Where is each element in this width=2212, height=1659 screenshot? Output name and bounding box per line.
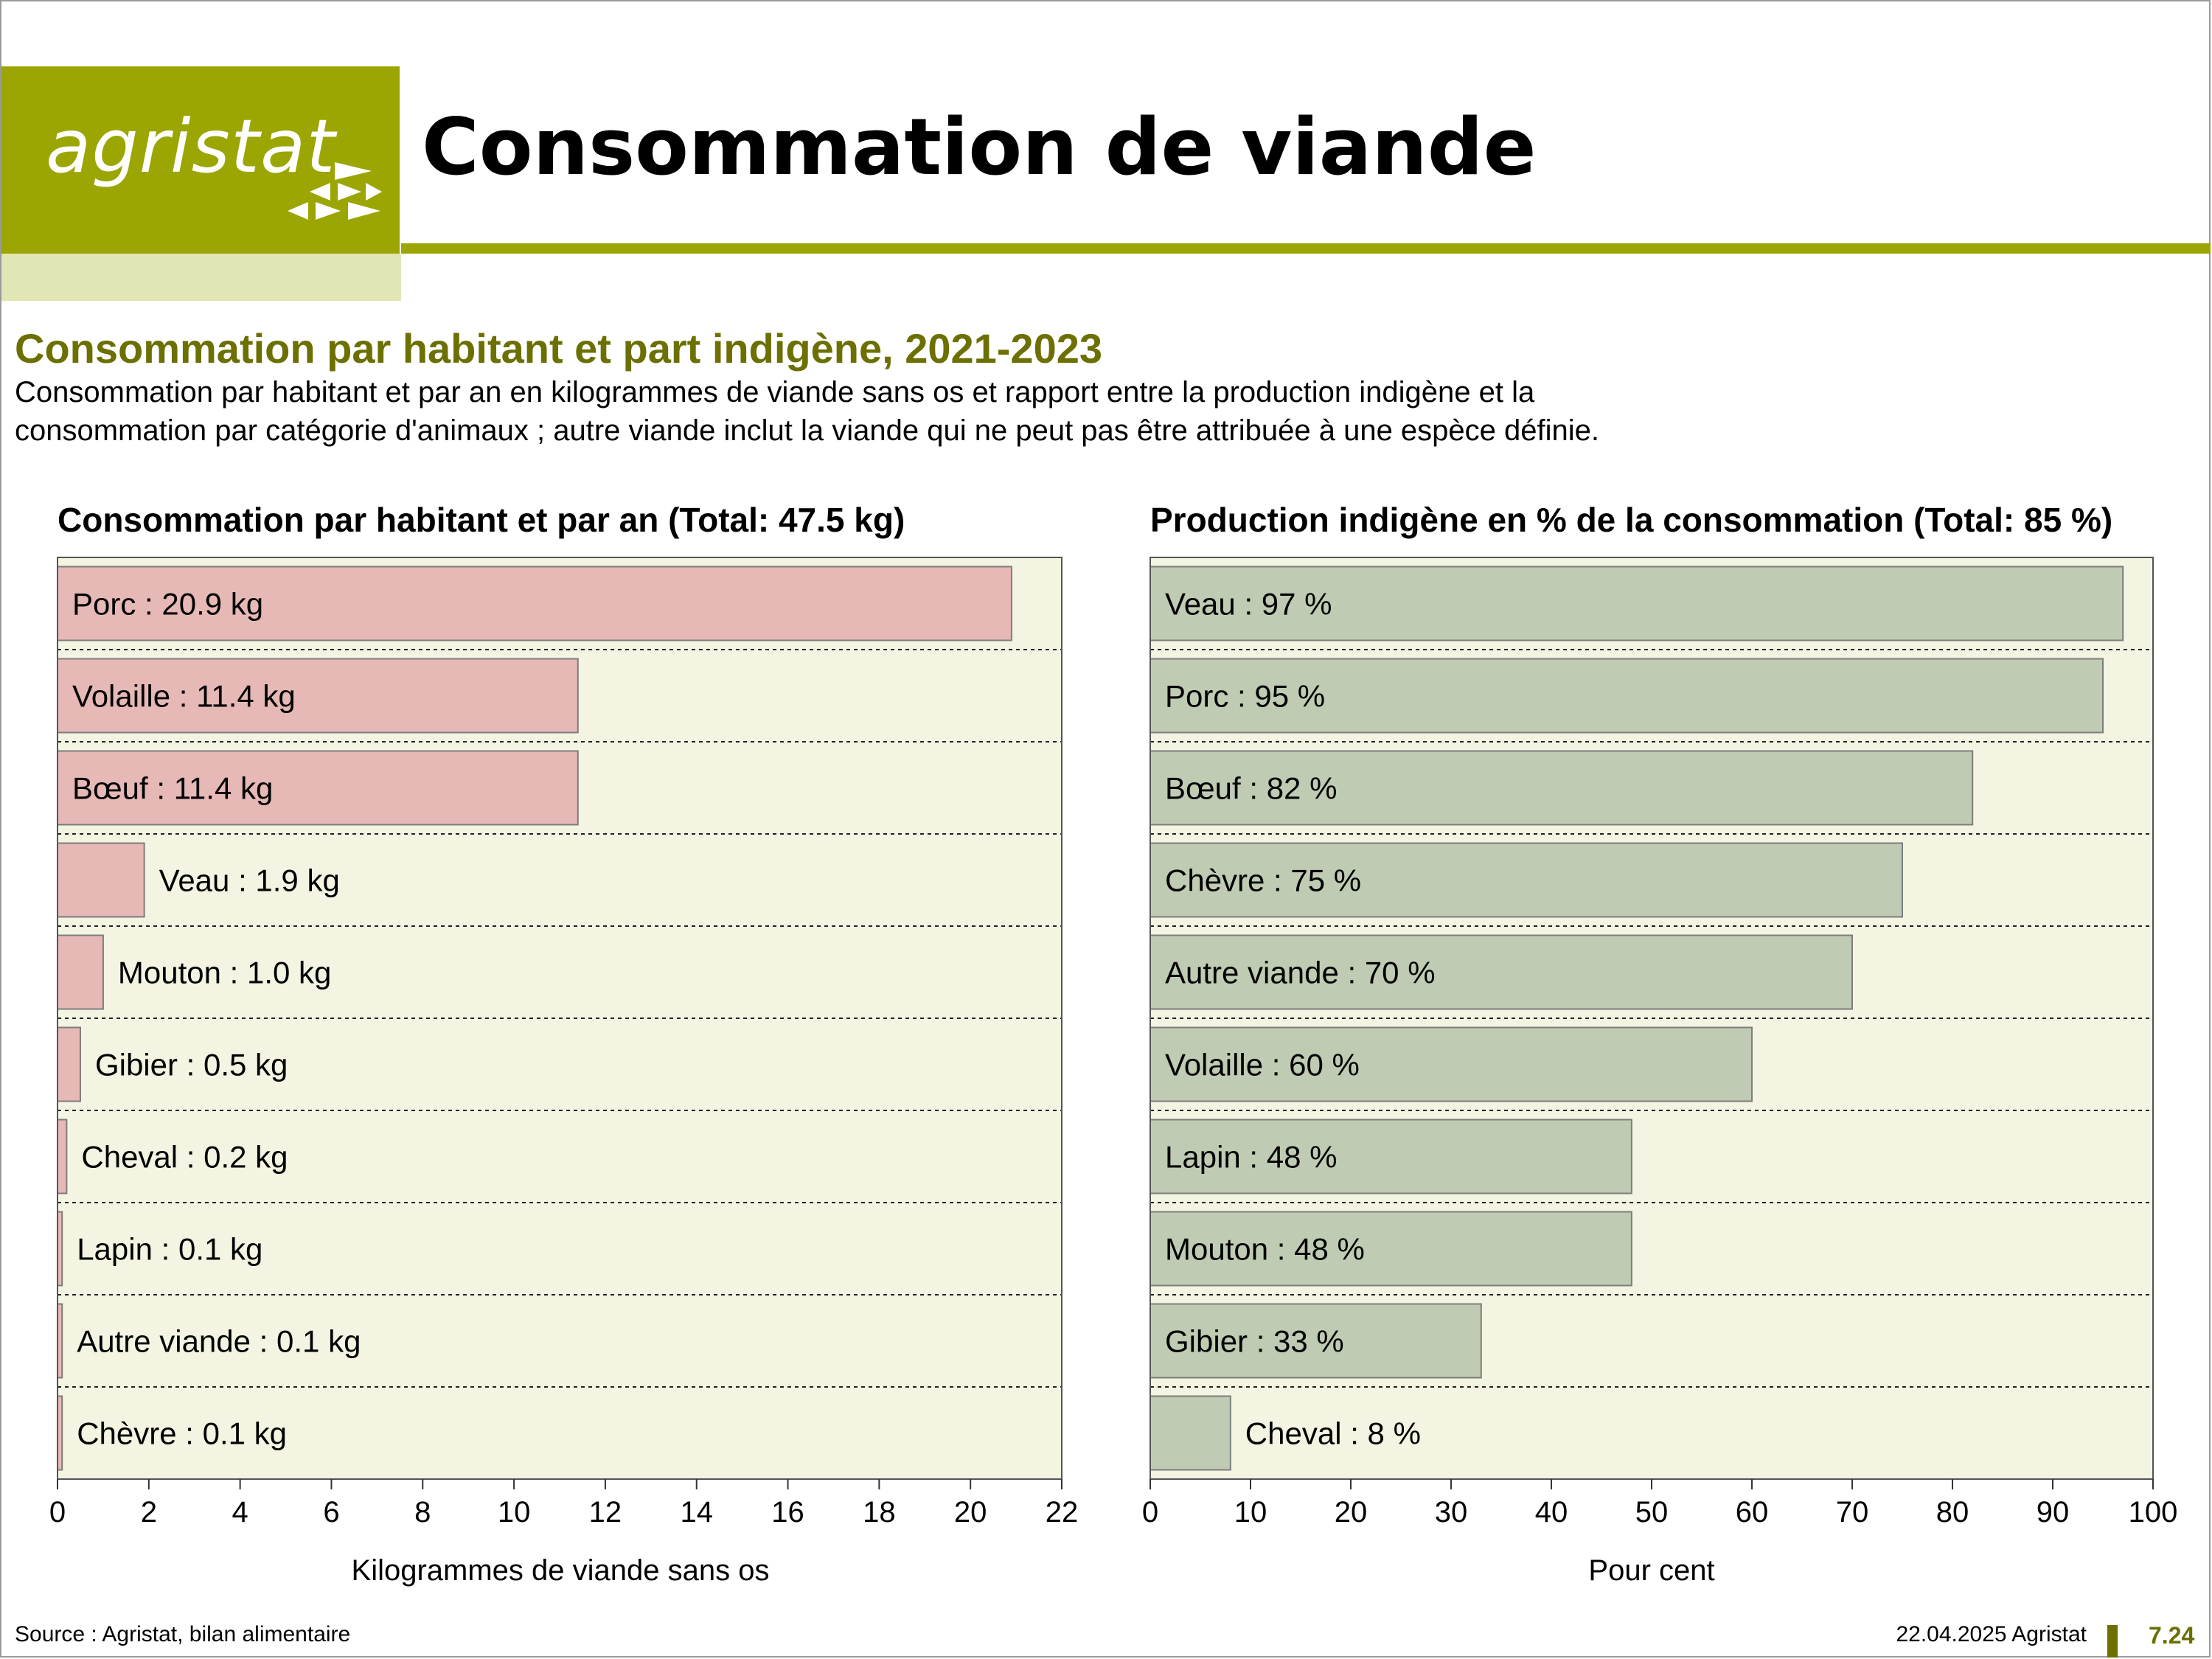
left-chart-bar-label-3: Bœuf : 11.4 kg: [72, 771, 273, 806]
right-chart-bar-label-6: Volaille : 60 %: [1165, 1048, 1360, 1082]
left-chart-tick-label: 18: [863, 1496, 896, 1528]
left-chart-bar-label-5: Mouton : 1.0 kg: [118, 956, 332, 990]
left-chart-tick-label: 4: [232, 1496, 248, 1528]
left-chart-tick-label: 12: [589, 1496, 622, 1528]
left-chart-bar-2: [57, 658, 579, 734]
right-chart-title: Production indigène en % de la consommat…: [1150, 501, 2113, 539]
left-chart-bar-label-10: Chèvre : 0.1 kg: [77, 1416, 287, 1451]
right-chart-bar-label-3: Bœuf : 82 %: [1165, 771, 1337, 806]
left-chart-tick-label: 20: [954, 1496, 987, 1528]
left-chart-bar-label-9: Autre viande : 0.1 kg: [77, 1324, 361, 1359]
right-chart-tick-label: 10: [1234, 1496, 1267, 1528]
footer-page-number: 7.24: [2149, 1622, 2195, 1649]
page-title: Consommation de viande: [422, 102, 1537, 192]
logo-block: [1, 66, 400, 254]
left-chart-bar-4: [57, 842, 145, 918]
left-chart: Porc : 20.9 kg Volaille : 11.4 kg Bœuf : 1…: [49, 557, 1079, 1528]
logo-mark-icon: [288, 162, 382, 220]
right-chart-tick-label: 70: [1836, 1496, 1869, 1528]
footer-source: Source : Agristat, bilan alimentaire: [15, 1622, 351, 1646]
left-chart-plot-border: [57, 557, 1062, 1480]
left-chart-bar-label-7: Cheval : 0.2 kg: [81, 1140, 288, 1175]
left-chart-tick-label: 0: [49, 1496, 66, 1528]
left-chart-title: Consommation par habitant et par an (Tot…: [58, 501, 905, 539]
right-chart-bar-8: [1150, 1211, 1632, 1287]
left-chart-bar-6: [57, 1026, 81, 1102]
right-chart-bar-label-10: Cheval : 8 %: [1245, 1416, 1421, 1451]
right-chart-bar-label-7: Lapin : 48 %: [1165, 1140, 1338, 1175]
right-chart-bar-label-1: Veau : 97 %: [1165, 587, 1332, 622]
right-chart-tick-label: 90: [2037, 1496, 2070, 1528]
left-chart-bar-label-1: Porc : 20.9 kg: [72, 587, 263, 622]
footer-date: 22.04.2025 Agristat: [1896, 1622, 2087, 1646]
left-chart-tick-label: 10: [498, 1496, 531, 1528]
left-chart-bar-label-6: Gibier : 0.5 kg: [95, 1048, 288, 1082]
right-chart-tick-label: 40: [1535, 1496, 1568, 1528]
left-x-axis-label: Kilogrammes de viande sans os: [351, 1554, 770, 1587]
right-chart-bar-label-2: Porc : 95 %: [1165, 679, 1325, 714]
right-chart-bar-6: [1150, 1026, 1753, 1102]
right-chart-bar-7: [1150, 1119, 1632, 1194]
section-description: Consommation par habitant et par an en k…: [15, 373, 1599, 450]
left-chart-bar-1: [57, 566, 1012, 641]
right-chart-tick-label: 80: [1936, 1496, 1969, 1528]
right-chart-tick-label: 50: [1635, 1496, 1669, 1528]
right-chart-bar-10: [1150, 1395, 1231, 1471]
right-chart-tick-label: 20: [1335, 1496, 1368, 1528]
left-chart-tick-label: 16: [771, 1496, 804, 1528]
title-rule: [401, 243, 2211, 254]
right-chart-bar-label-9: Gibier : 33 %: [1165, 1324, 1344, 1359]
right-chart-bar-label-4: Chèvre : 75 %: [1165, 863, 1361, 898]
left-chart-tick-label: 14: [680, 1496, 713, 1528]
description-line-1: Consommation par habitant et par an en k…: [15, 376, 1535, 408]
footer-divider: [2107, 1625, 2118, 1658]
left-chart-tick-label: 8: [414, 1496, 431, 1528]
right-x-axis-label: Pour cent: [1588, 1554, 1715, 1587]
logo-text: agristat: [46, 103, 336, 189]
left-chart-tick-label: 6: [323, 1496, 339, 1528]
right-chart-bar-3: [1150, 750, 1974, 826]
left-chart-bar-3: [57, 750, 579, 826]
left-chart-bar-label-8: Lapin : 0.1 kg: [77, 1232, 262, 1267]
logo-underline-block: [1, 254, 401, 301]
right-chart-bar-1: [1150, 566, 2124, 641]
left-chart-bar-5: [57, 934, 104, 1010]
left-chart-bar-label-4: Veau : 1.9 kg: [159, 863, 340, 898]
right-chart-bar-label-5: Autre viande : 70 %: [1165, 956, 1436, 990]
description-line-2: consommation par catégorie d'animaux ; a…: [15, 414, 1600, 447]
left-chart-tick-label: 22: [1046, 1496, 1079, 1528]
right-chart-bar-label-8: Mouton : 48 %: [1165, 1232, 1365, 1267]
left-chart-bar-label-2: Volaille : 11.4 kg: [72, 679, 296, 714]
right-chart-tick-label: 0: [1142, 1496, 1158, 1528]
right-chart-tick-label: 60: [1736, 1496, 1769, 1528]
right-chart-tick-label: 30: [1435, 1496, 1468, 1528]
section-subtitle: Consommation par habitant et part indigè…: [15, 325, 1103, 372]
left-chart-tick-label: 2: [141, 1496, 157, 1528]
right-chart-tick-label: 100: [2129, 1496, 2178, 1528]
